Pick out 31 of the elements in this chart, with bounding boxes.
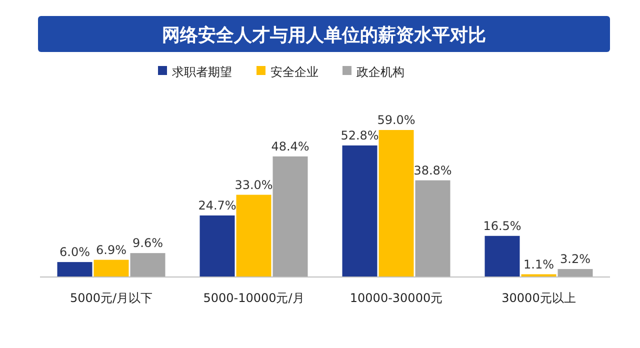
data-label: 52.8% — [340, 128, 379, 142]
data-label: 6.9% — [96, 242, 126, 257]
data-label: 9.6% — [132, 236, 163, 250]
data-label: 16.5% — [483, 218, 522, 233]
data-label: 24.7% — [198, 198, 236, 212]
data-label: 59.0% — [377, 113, 416, 127]
bar — [558, 269, 593, 277]
legend-label: 安全企业 — [270, 65, 318, 79]
x-tick-label: 5000元/月以下 — [70, 291, 153, 305]
data-label: 3.2% — [560, 252, 590, 266]
bar — [272, 156, 308, 277]
bar — [415, 180, 450, 277]
bar — [236, 194, 272, 277]
data-label: 38.8% — [414, 163, 452, 178]
data-label: 33.0% — [234, 178, 273, 192]
bar — [57, 262, 92, 277]
bar — [342, 145, 378, 277]
data-label: 6.0% — [60, 245, 90, 260]
legend-label: 求职者期望 — [172, 65, 232, 79]
bar — [484, 236, 520, 277]
bar — [378, 130, 414, 277]
legend-label: 政企机构 — [356, 65, 404, 79]
bar — [130, 253, 166, 277]
x-tick-label: 10000-30000元 — [350, 291, 443, 305]
bar — [200, 215, 235, 277]
data-label: 48.4% — [271, 139, 310, 154]
chart-title: 网络安全人才与用人单位的薪资水平对比 — [162, 25, 486, 46]
bar — [94, 260, 129, 277]
data-label: 1.1% — [524, 257, 554, 272]
x-tick-label: 30000元以上 — [502, 291, 576, 305]
x-tick-label: 5000-10000元/月 — [203, 291, 304, 305]
